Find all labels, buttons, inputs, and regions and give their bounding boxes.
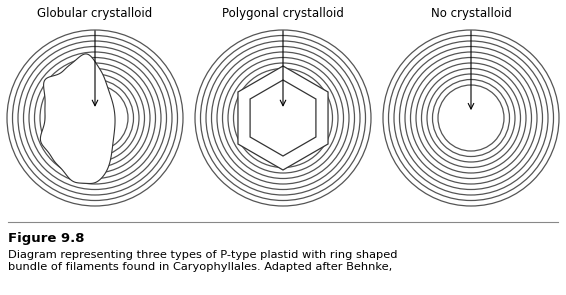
Circle shape bbox=[438, 85, 504, 151]
Circle shape bbox=[40, 63, 150, 173]
Circle shape bbox=[57, 79, 134, 157]
Circle shape bbox=[45, 68, 144, 168]
Circle shape bbox=[195, 30, 371, 206]
Polygon shape bbox=[250, 80, 316, 156]
Circle shape bbox=[217, 52, 349, 184]
Circle shape bbox=[245, 79, 321, 157]
Circle shape bbox=[51, 74, 139, 162]
Circle shape bbox=[250, 85, 316, 151]
Circle shape bbox=[18, 41, 172, 195]
Circle shape bbox=[29, 52, 161, 184]
Circle shape bbox=[388, 35, 554, 201]
Circle shape bbox=[410, 58, 531, 178]
Circle shape bbox=[200, 35, 366, 201]
Circle shape bbox=[422, 68, 521, 168]
Text: Polygonal crystalloid: Polygonal crystalloid bbox=[222, 7, 344, 20]
Polygon shape bbox=[40, 54, 115, 183]
Circle shape bbox=[400, 47, 542, 189]
Circle shape bbox=[432, 79, 509, 157]
Text: Globular crystalloid: Globular crystalloid bbox=[37, 7, 153, 20]
Circle shape bbox=[444, 91, 499, 145]
Circle shape bbox=[234, 68, 332, 168]
Circle shape bbox=[383, 30, 559, 206]
Circle shape bbox=[416, 63, 526, 173]
Circle shape bbox=[405, 52, 537, 184]
Circle shape bbox=[394, 41, 548, 195]
Circle shape bbox=[255, 91, 311, 145]
Circle shape bbox=[212, 47, 354, 189]
Circle shape bbox=[7, 30, 183, 206]
Circle shape bbox=[67, 91, 122, 145]
Circle shape bbox=[427, 74, 515, 162]
Polygon shape bbox=[238, 66, 328, 170]
Circle shape bbox=[35, 58, 156, 178]
Circle shape bbox=[62, 85, 128, 151]
Circle shape bbox=[12, 35, 178, 201]
Circle shape bbox=[239, 74, 327, 162]
Text: Figure 9.8: Figure 9.8 bbox=[8, 232, 84, 245]
Circle shape bbox=[206, 41, 360, 195]
Circle shape bbox=[222, 58, 344, 178]
Text: Diagram representing three types of P-type plastid with ring shaped
bundle of fi: Diagram representing three types of P-ty… bbox=[8, 250, 397, 272]
Circle shape bbox=[228, 63, 338, 173]
Text: No crystalloid: No crystalloid bbox=[431, 7, 512, 20]
Circle shape bbox=[24, 47, 166, 189]
